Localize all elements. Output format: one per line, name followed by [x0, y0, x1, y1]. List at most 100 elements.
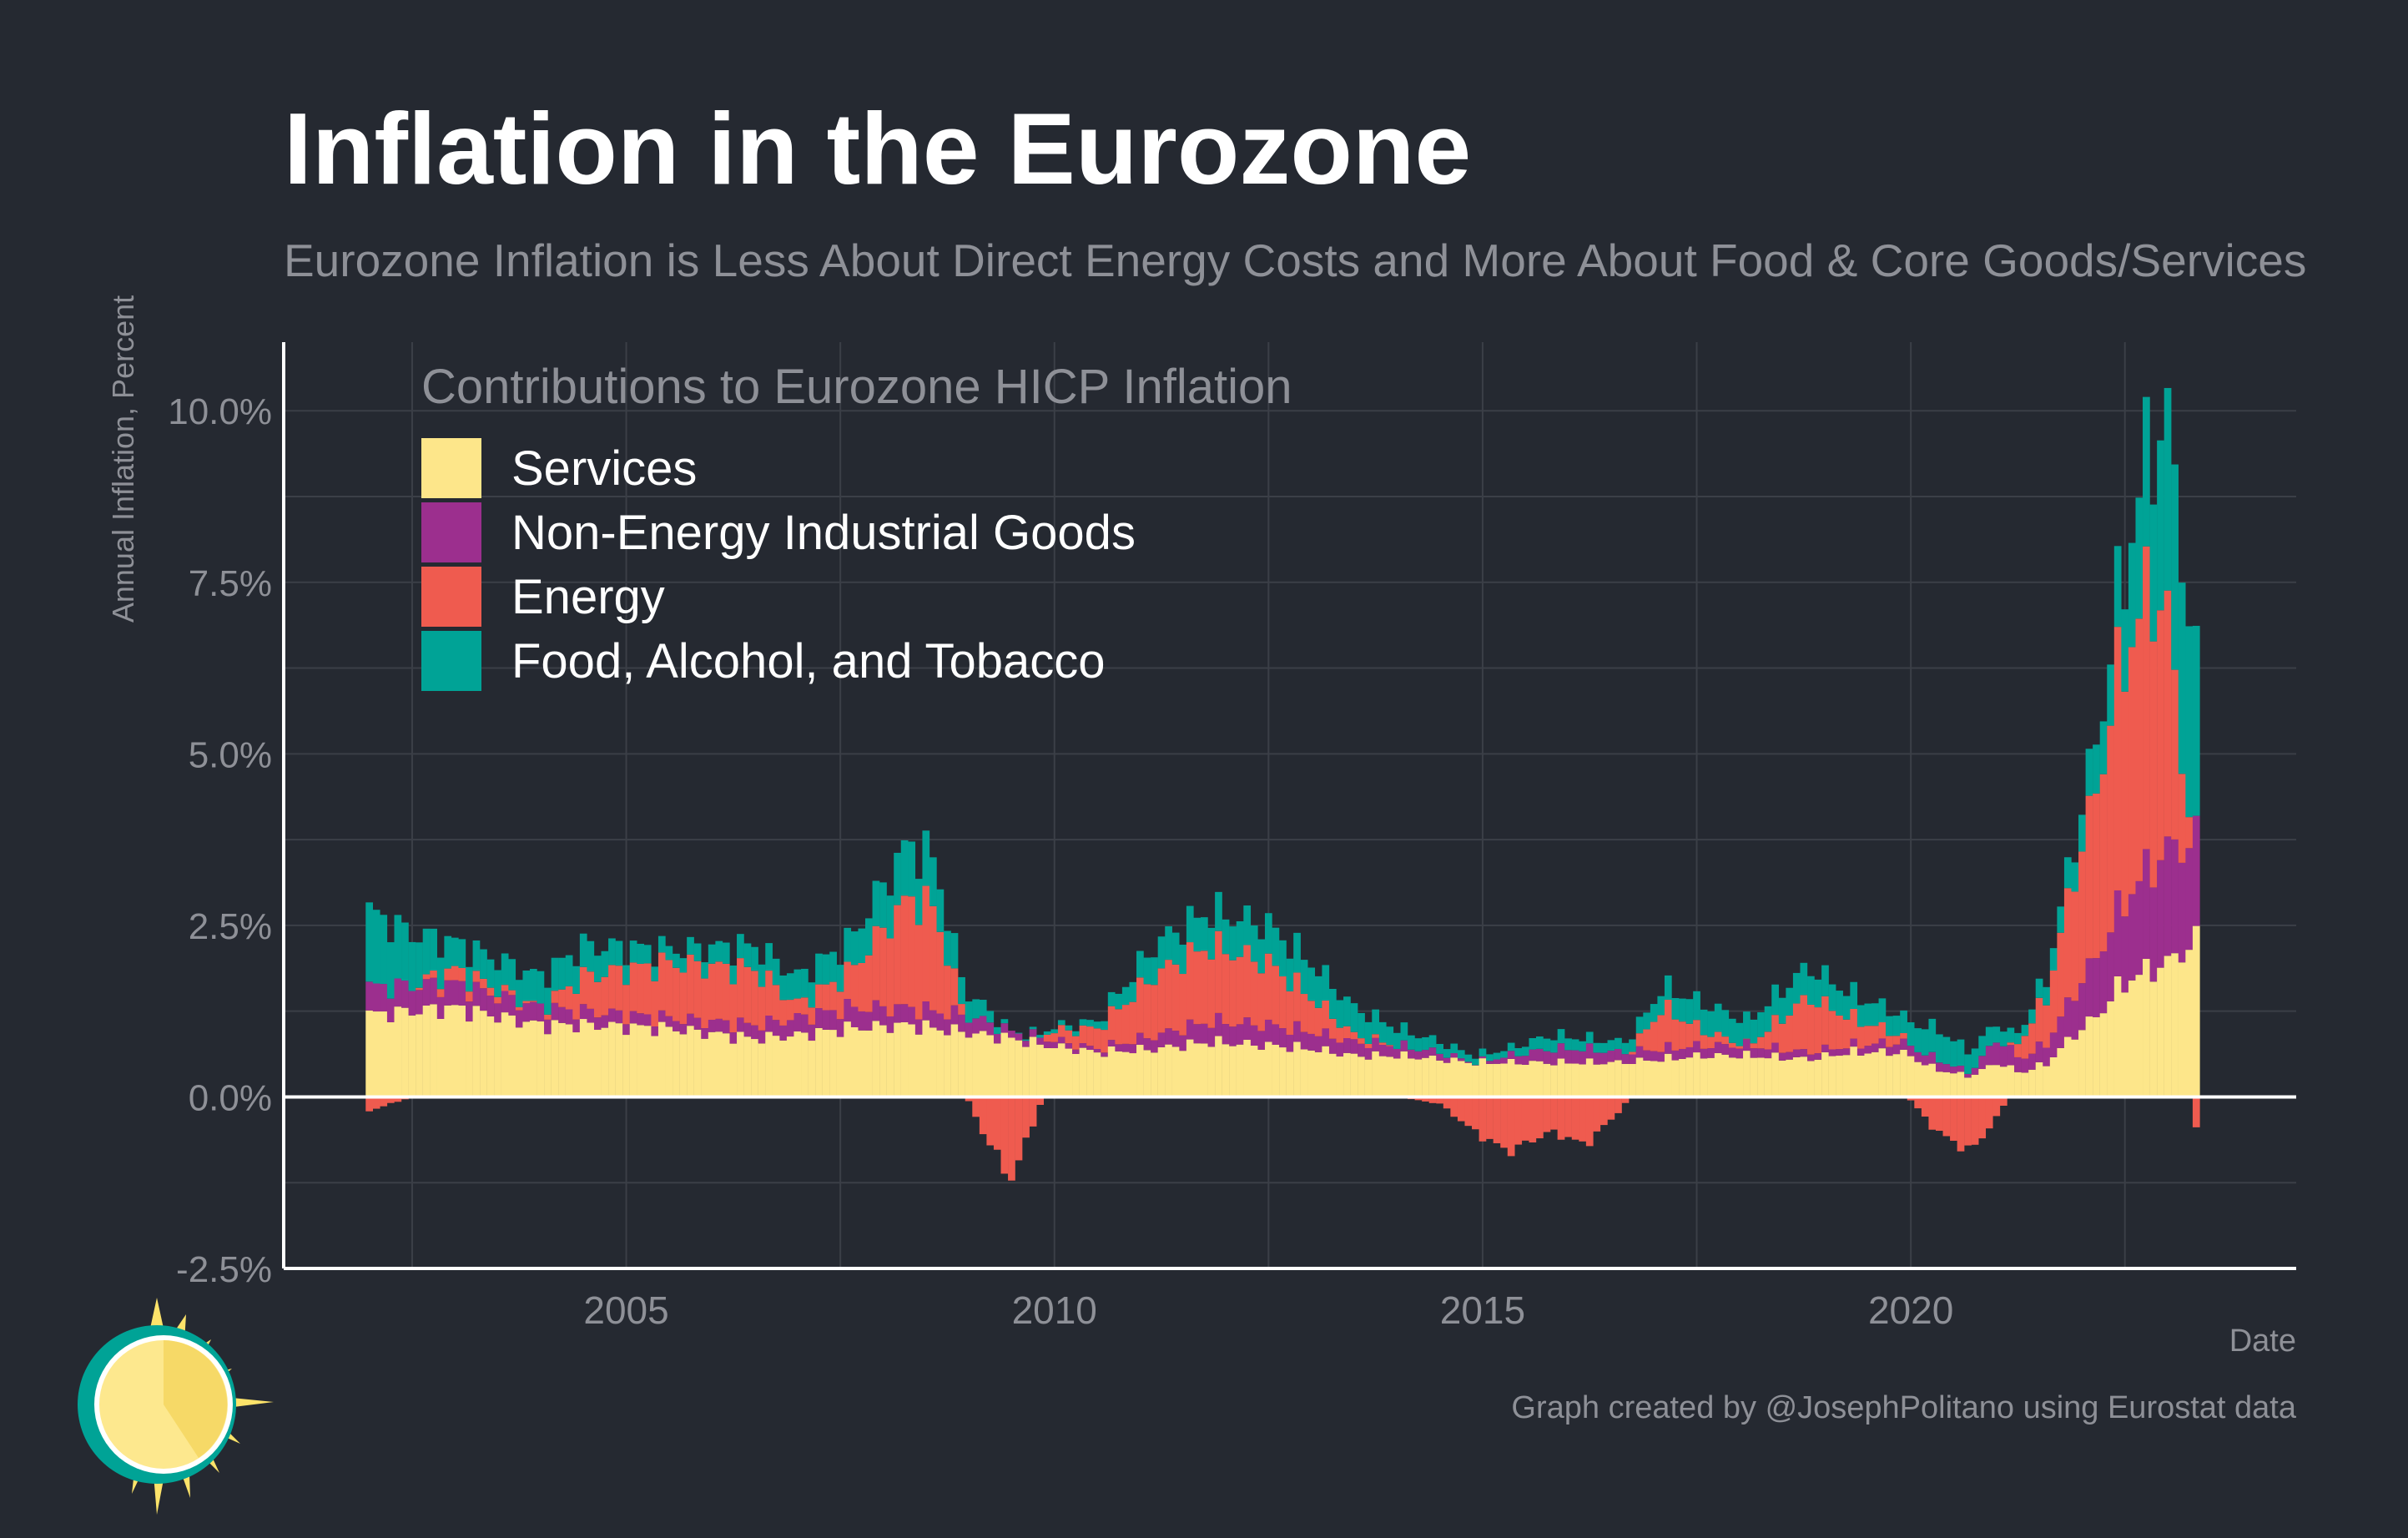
bar-segment [1322, 1028, 1330, 1046]
bar-segment [1664, 975, 1672, 1001]
bar-segment [1279, 1028, 1287, 1048]
bar-segment [1871, 1003, 1879, 1026]
bar-segment [1428, 1097, 1437, 1103]
bar-segment [1721, 1036, 1730, 1045]
bar-segment [1615, 1037, 1622, 1049]
bar-segment [394, 978, 402, 1007]
bar-segment [1414, 1051, 1423, 1060]
bar-segment [958, 1014, 965, 1032]
bar-segment [1243, 905, 1252, 945]
bar-segment [1250, 961, 1258, 1026]
bar-segment [451, 980, 459, 1006]
bar-segment [822, 954, 830, 985]
bar-segment [1514, 1097, 1523, 1145]
bar-segment [486, 959, 495, 988]
x-axis-label: Date [2229, 1324, 2296, 1359]
bar-segment [2049, 948, 2058, 971]
bar-segment [472, 971, 481, 982]
bar-segment [1136, 1045, 1144, 1097]
bar-segment [1386, 1056, 1394, 1097]
bar-segment [386, 998, 395, 1022]
bar-segment [1571, 1050, 1579, 1064]
bar-segment [551, 957, 559, 991]
bar-segment [1507, 1051, 1515, 1059]
bar-segment [1735, 1022, 1744, 1046]
bar-segment [900, 1021, 909, 1097]
bar-segment [1215, 891, 1222, 931]
bar-segment [2078, 1030, 2086, 1097]
bar-segment [1328, 989, 1337, 1019]
bar-segment [1950, 1067, 1957, 1074]
bar-segment [579, 1004, 587, 1020]
bar-segment [380, 915, 388, 985]
bar-segment [1957, 1097, 1965, 1152]
bar-segment [2128, 894, 2136, 981]
bar-segment [1935, 1097, 1943, 1132]
bar-segment [1842, 996, 1851, 1020]
bar-segment [1422, 1097, 1429, 1102]
bar-segment [743, 1036, 752, 1097]
bar-segment [365, 1010, 374, 1097]
bar-segment [416, 1014, 423, 1097]
bar-segment [1015, 1032, 1023, 1034]
bar-segment [2171, 669, 2179, 840]
bar-segment [657, 935, 666, 953]
bar-segment [1735, 1048, 1744, 1059]
bar-segment [1293, 1021, 1301, 1042]
bar-segment [1828, 984, 1836, 1011]
bar-segment [722, 963, 730, 1021]
bar-segment [1607, 1050, 1615, 1062]
bar-segment [1464, 1097, 1473, 1127]
bar-segment [1207, 959, 1216, 1028]
bar-segment [1721, 1010, 1730, 1037]
bar-segment [1157, 1032, 1166, 1047]
bar-segment [2135, 975, 2144, 1097]
bar-segment [829, 1010, 837, 1031]
bar-segment [1215, 1036, 1222, 1097]
bar-segment [765, 1016, 773, 1032]
bar-segment [687, 954, 694, 1014]
bar-segment [1207, 927, 1216, 960]
bar-segment [1615, 1097, 1622, 1113]
bar-segment [565, 955, 573, 986]
bar-segment [1928, 1051, 1937, 1064]
bar-segment [1350, 1003, 1358, 1032]
bar-segment [965, 1022, 973, 1038]
bar-segment [451, 966, 459, 981]
bar-segment [1543, 1051, 1551, 1064]
bar-segment [1521, 1046, 1529, 1056]
bar-segment [1079, 1019, 1087, 1026]
bar-segment [1015, 1097, 1023, 1161]
bar-segment [1750, 1057, 1758, 1097]
bar-segment [657, 1010, 666, 1022]
bar-segment [1086, 1046, 1094, 1051]
bar-segment [522, 1003, 531, 1022]
bar-segment [1714, 1052, 1722, 1097]
bar-segment [1143, 957, 1151, 985]
bar-segment [2057, 1016, 2065, 1048]
bar-segment [436, 996, 445, 1019]
bar-segment [1022, 1041, 1030, 1047]
bar-segment [1243, 945, 1252, 1018]
bar-segment [2007, 1045, 2015, 1066]
bar-segment [1286, 958, 1294, 991]
bar-segment [2014, 1056, 2022, 1072]
bar-segment [466, 1021, 473, 1097]
bar-segment [2185, 848, 2194, 951]
bar-segment [1842, 1048, 1851, 1056]
bar-segment [1093, 1052, 1101, 1097]
bar-segment [1072, 1053, 1080, 1097]
bar-segment [1550, 1097, 1558, 1130]
bar-segment [1293, 972, 1301, 1021]
bar-segment [894, 1004, 901, 1023]
bar-segment [1286, 991, 1294, 1035]
bar-segment [1186, 905, 1194, 943]
bar-segment [1464, 1061, 1473, 1063]
bar-segment [1300, 1049, 1308, 1097]
bar-segment [1814, 1007, 1822, 1054]
bar-segment [665, 1016, 673, 1027]
legend-label: Energy [511, 569, 665, 624]
bar-segment [1579, 1051, 1587, 1065]
bar-segment [2157, 440, 2164, 611]
bar-segment [1115, 1051, 1123, 1097]
